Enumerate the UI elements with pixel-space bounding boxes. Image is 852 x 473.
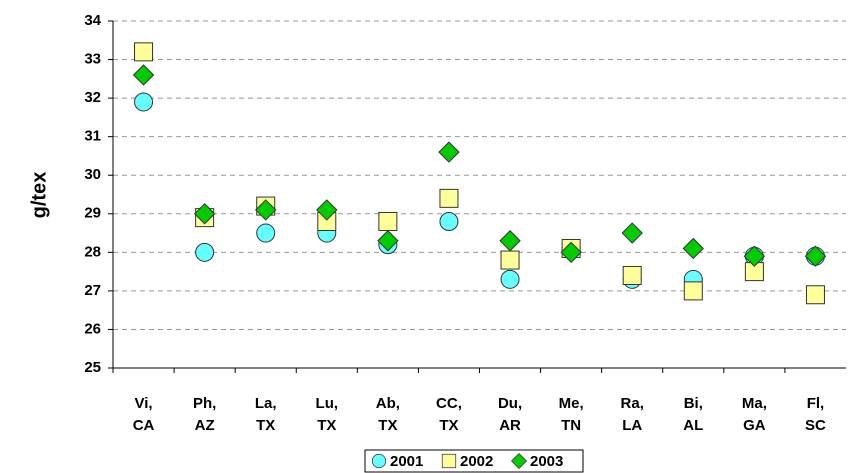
y-tick-label: 30 xyxy=(84,166,101,183)
point xyxy=(499,230,521,252)
y-tick-label: 27 xyxy=(84,282,101,299)
point xyxy=(500,269,520,289)
point xyxy=(377,230,399,252)
point xyxy=(804,245,827,267)
x-tick-label: CC, TX xyxy=(436,395,462,434)
point xyxy=(256,223,276,243)
legend-label: 2002 xyxy=(460,453,493,470)
x-tick-label: Vi, CA xyxy=(133,395,155,434)
legend-marker xyxy=(441,453,457,469)
point xyxy=(378,211,398,231)
y-tick-label: 26 xyxy=(84,320,101,337)
y-tick-label: 28 xyxy=(84,243,101,260)
point xyxy=(682,237,704,260)
point xyxy=(500,250,520,270)
point xyxy=(316,199,338,221)
point xyxy=(805,285,825,305)
point xyxy=(438,141,460,163)
point xyxy=(193,203,216,225)
point xyxy=(622,265,642,285)
y-tick-label: 29 xyxy=(84,205,101,222)
x-tick-label: Lu, TX xyxy=(316,395,339,434)
x-tick-label: Ph, AZ xyxy=(193,395,216,434)
x-tick-label: Ra, LA xyxy=(621,395,644,434)
y-axis-label: g/tex xyxy=(28,172,50,219)
legend-label: 2003 xyxy=(530,453,563,470)
y-tick-label: 32 xyxy=(84,89,101,106)
x-tick-label: Du, AR xyxy=(498,395,522,434)
x-tick-label: Ab, TX xyxy=(376,395,400,434)
point xyxy=(134,42,154,62)
x-tick-label: Bi, AL xyxy=(683,395,703,434)
y-tick-label: 31 xyxy=(84,128,101,145)
point xyxy=(195,242,215,262)
point xyxy=(560,241,582,264)
point xyxy=(621,222,643,244)
x-tick-label: Me, TN xyxy=(559,395,584,434)
point xyxy=(683,281,703,301)
point xyxy=(132,64,155,86)
point xyxy=(743,245,766,267)
y-tick-label: 25 xyxy=(84,359,101,376)
legend-label: 2001 xyxy=(390,453,423,470)
y-tick-label: 34 xyxy=(84,12,101,29)
legend-marker xyxy=(371,453,387,469)
point xyxy=(255,199,277,221)
legend-marker xyxy=(510,452,528,470)
y-tick-label: 33 xyxy=(84,51,101,68)
point xyxy=(439,211,459,231)
x-tick-label: Ma, GA xyxy=(742,395,767,434)
x-tick-label: La, TX xyxy=(255,395,277,434)
point xyxy=(439,188,459,208)
legend-box xyxy=(364,449,584,473)
x-tick-label: Fl, SC xyxy=(805,395,826,434)
point xyxy=(134,92,154,112)
